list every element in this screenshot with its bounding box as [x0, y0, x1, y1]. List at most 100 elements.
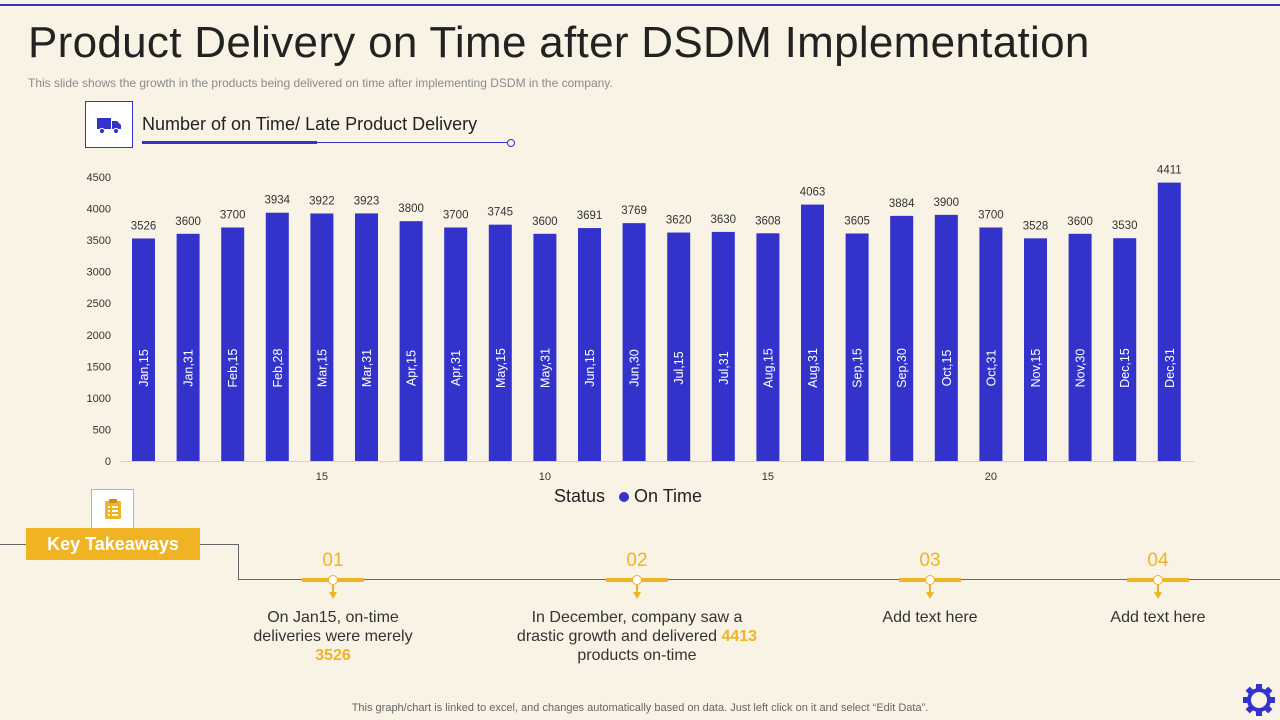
bar-mar-31[interactable]: [355, 213, 378, 461]
bar-value-label: 3700: [443, 209, 469, 221]
bar-jun-15[interactable]: [578, 228, 601, 461]
step-text: Add text here: [882, 609, 978, 626]
y-tick-label: 3000: [87, 267, 111, 279]
clipboard-checklist-icon: [91, 489, 134, 529]
bar-mar-15[interactable]: [310, 213, 334, 461]
bar-jan-15[interactable]: [132, 238, 155, 461]
step-text: In December, company saw a drastic growt…: [516, 609, 758, 664]
bar-value-label: 3600: [1067, 216, 1093, 228]
bar-jul-31[interactable]: [711, 231, 735, 461]
bar-category-label: Aug,31: [806, 348, 820, 388]
bar-value-label: 3691: [577, 210, 603, 222]
chart-heading-underline: [142, 142, 509, 143]
key-takeaways-badge: Key Takeaways: [26, 528, 200, 560]
bar-category-label: Apr,31: [449, 350, 463, 386]
page-subtitle: This slide shows the growth in the produ…: [28, 76, 613, 90]
step-number: 02: [626, 550, 648, 571]
bar-category-label: Jun,15: [583, 349, 597, 387]
top-accent-rule: [0, 4, 1280, 6]
y-tick-label: 1500: [87, 361, 111, 373]
bar-aug-15[interactable]: [756, 233, 780, 461]
bar-jan-31[interactable]: [176, 233, 200, 461]
bar-value-label: 3600: [532, 216, 558, 228]
y-tick-label: 0: [105, 456, 111, 468]
bar-value-label: 3608: [755, 215, 781, 227]
bar-aug-31[interactable]: [801, 204, 824, 461]
bar-sep-30[interactable]: [890, 215, 914, 461]
bar-category-label: Jul,15: [672, 351, 686, 384]
bar-jul-15[interactable]: [667, 232, 691, 461]
delivery-truck-icon: [85, 101, 133, 148]
bar-category-label: Feb,15: [226, 348, 240, 387]
bar-category-label: Sep,30: [895, 348, 909, 388]
bar-category-label: Jul,31: [717, 351, 731, 384]
step-number: 03: [919, 550, 941, 571]
bar-may-15[interactable]: [488, 224, 512, 461]
bar-category-label: May,15: [494, 348, 508, 388]
bar-value-label: 3923: [354, 195, 380, 207]
footer-note: This graph/chart is linked to excel, and…: [351, 702, 929, 714]
step-arrow-icon: [1154, 592, 1162, 599]
step-number: 01: [322, 550, 344, 571]
bar-nov-15[interactable]: [1024, 238, 1047, 461]
bar-category-label: Jan,15: [137, 349, 151, 387]
step-text: On Jan15, on-time deliveries were merely…: [253, 609, 413, 664]
bar-oct-31[interactable]: [979, 227, 1003, 461]
bar-category-label: Dec,31: [1163, 348, 1177, 388]
bar-feb-15[interactable]: [221, 227, 245, 461]
bar-feb-28[interactable]: [265, 212, 289, 461]
bar-apr-15[interactable]: [399, 221, 423, 461]
takeaways-connector-top: [200, 544, 239, 545]
settings-gear-icon[interactable]: [1241, 682, 1277, 718]
legend-on-time-label: On Time: [634, 486, 703, 506]
step-stem: [1157, 585, 1159, 593]
bar-apr-31[interactable]: [444, 227, 468, 461]
bar-category-label: Jun,30: [628, 349, 642, 387]
chart-heading-underline-dot: [507, 139, 515, 147]
bar-value-label: 3528: [1023, 220, 1049, 232]
x-secondary-label: 20: [985, 471, 997, 483]
step-arrow-icon: [329, 592, 337, 599]
bar-value-label: 3700: [220, 209, 246, 221]
y-tick-label: 2500: [87, 298, 111, 310]
bar-may-31[interactable]: [533, 233, 557, 461]
step-node: [925, 575, 935, 585]
step-text: Add text here: [1110, 609, 1206, 626]
bar-sep-15[interactable]: [845, 233, 869, 461]
bar-value-label: 3884: [889, 198, 915, 210]
bar-value-label: 3600: [175, 216, 201, 228]
chart-legend: Status On Time: [554, 486, 702, 507]
y-tick-label: 1000: [87, 393, 111, 405]
step-node: [328, 575, 338, 585]
bar-category-label: Mar,15: [315, 349, 329, 387]
x-secondary-label: 10: [539, 471, 551, 483]
bar-nov-30[interactable]: [1068, 233, 1092, 461]
bar-value-label: 3526: [131, 220, 157, 232]
x-secondary-label: 15: [762, 471, 774, 483]
bar-category-label: Dec,15: [1118, 348, 1132, 388]
bar-value-label: 3934: [265, 195, 291, 207]
y-tick-label: 4500: [87, 172, 111, 184]
bar-value-label: 3900: [934, 197, 960, 209]
bar-category-label: Oct,15: [940, 350, 954, 387]
step-stem: [636, 585, 638, 593]
bar-value-label: 4063: [800, 187, 826, 199]
bar-value-label: 3605: [844, 215, 870, 227]
y-tick-label: 3500: [87, 235, 111, 247]
bar-value-label: 3620: [666, 215, 692, 227]
step-node: [1153, 575, 1163, 585]
bar-category-label: Apr,15: [405, 350, 419, 386]
bar-oct-15[interactable]: [934, 214, 958, 461]
bar-dec-15[interactable]: [1113, 238, 1137, 461]
bar-value-label: 3530: [1112, 220, 1138, 232]
bar-category-label: Nov,30: [1074, 349, 1088, 388]
step-node: [632, 575, 642, 585]
step-stem: [929, 585, 931, 593]
step-arrow-icon: [633, 592, 641, 599]
bar-value-label: 3769: [621, 205, 647, 217]
step-stem: [332, 585, 334, 593]
bar-category-label: Mar,31: [360, 349, 374, 387]
bar-dec-31[interactable]: [1157, 182, 1181, 461]
bar-jun-30[interactable]: [622, 223, 646, 461]
